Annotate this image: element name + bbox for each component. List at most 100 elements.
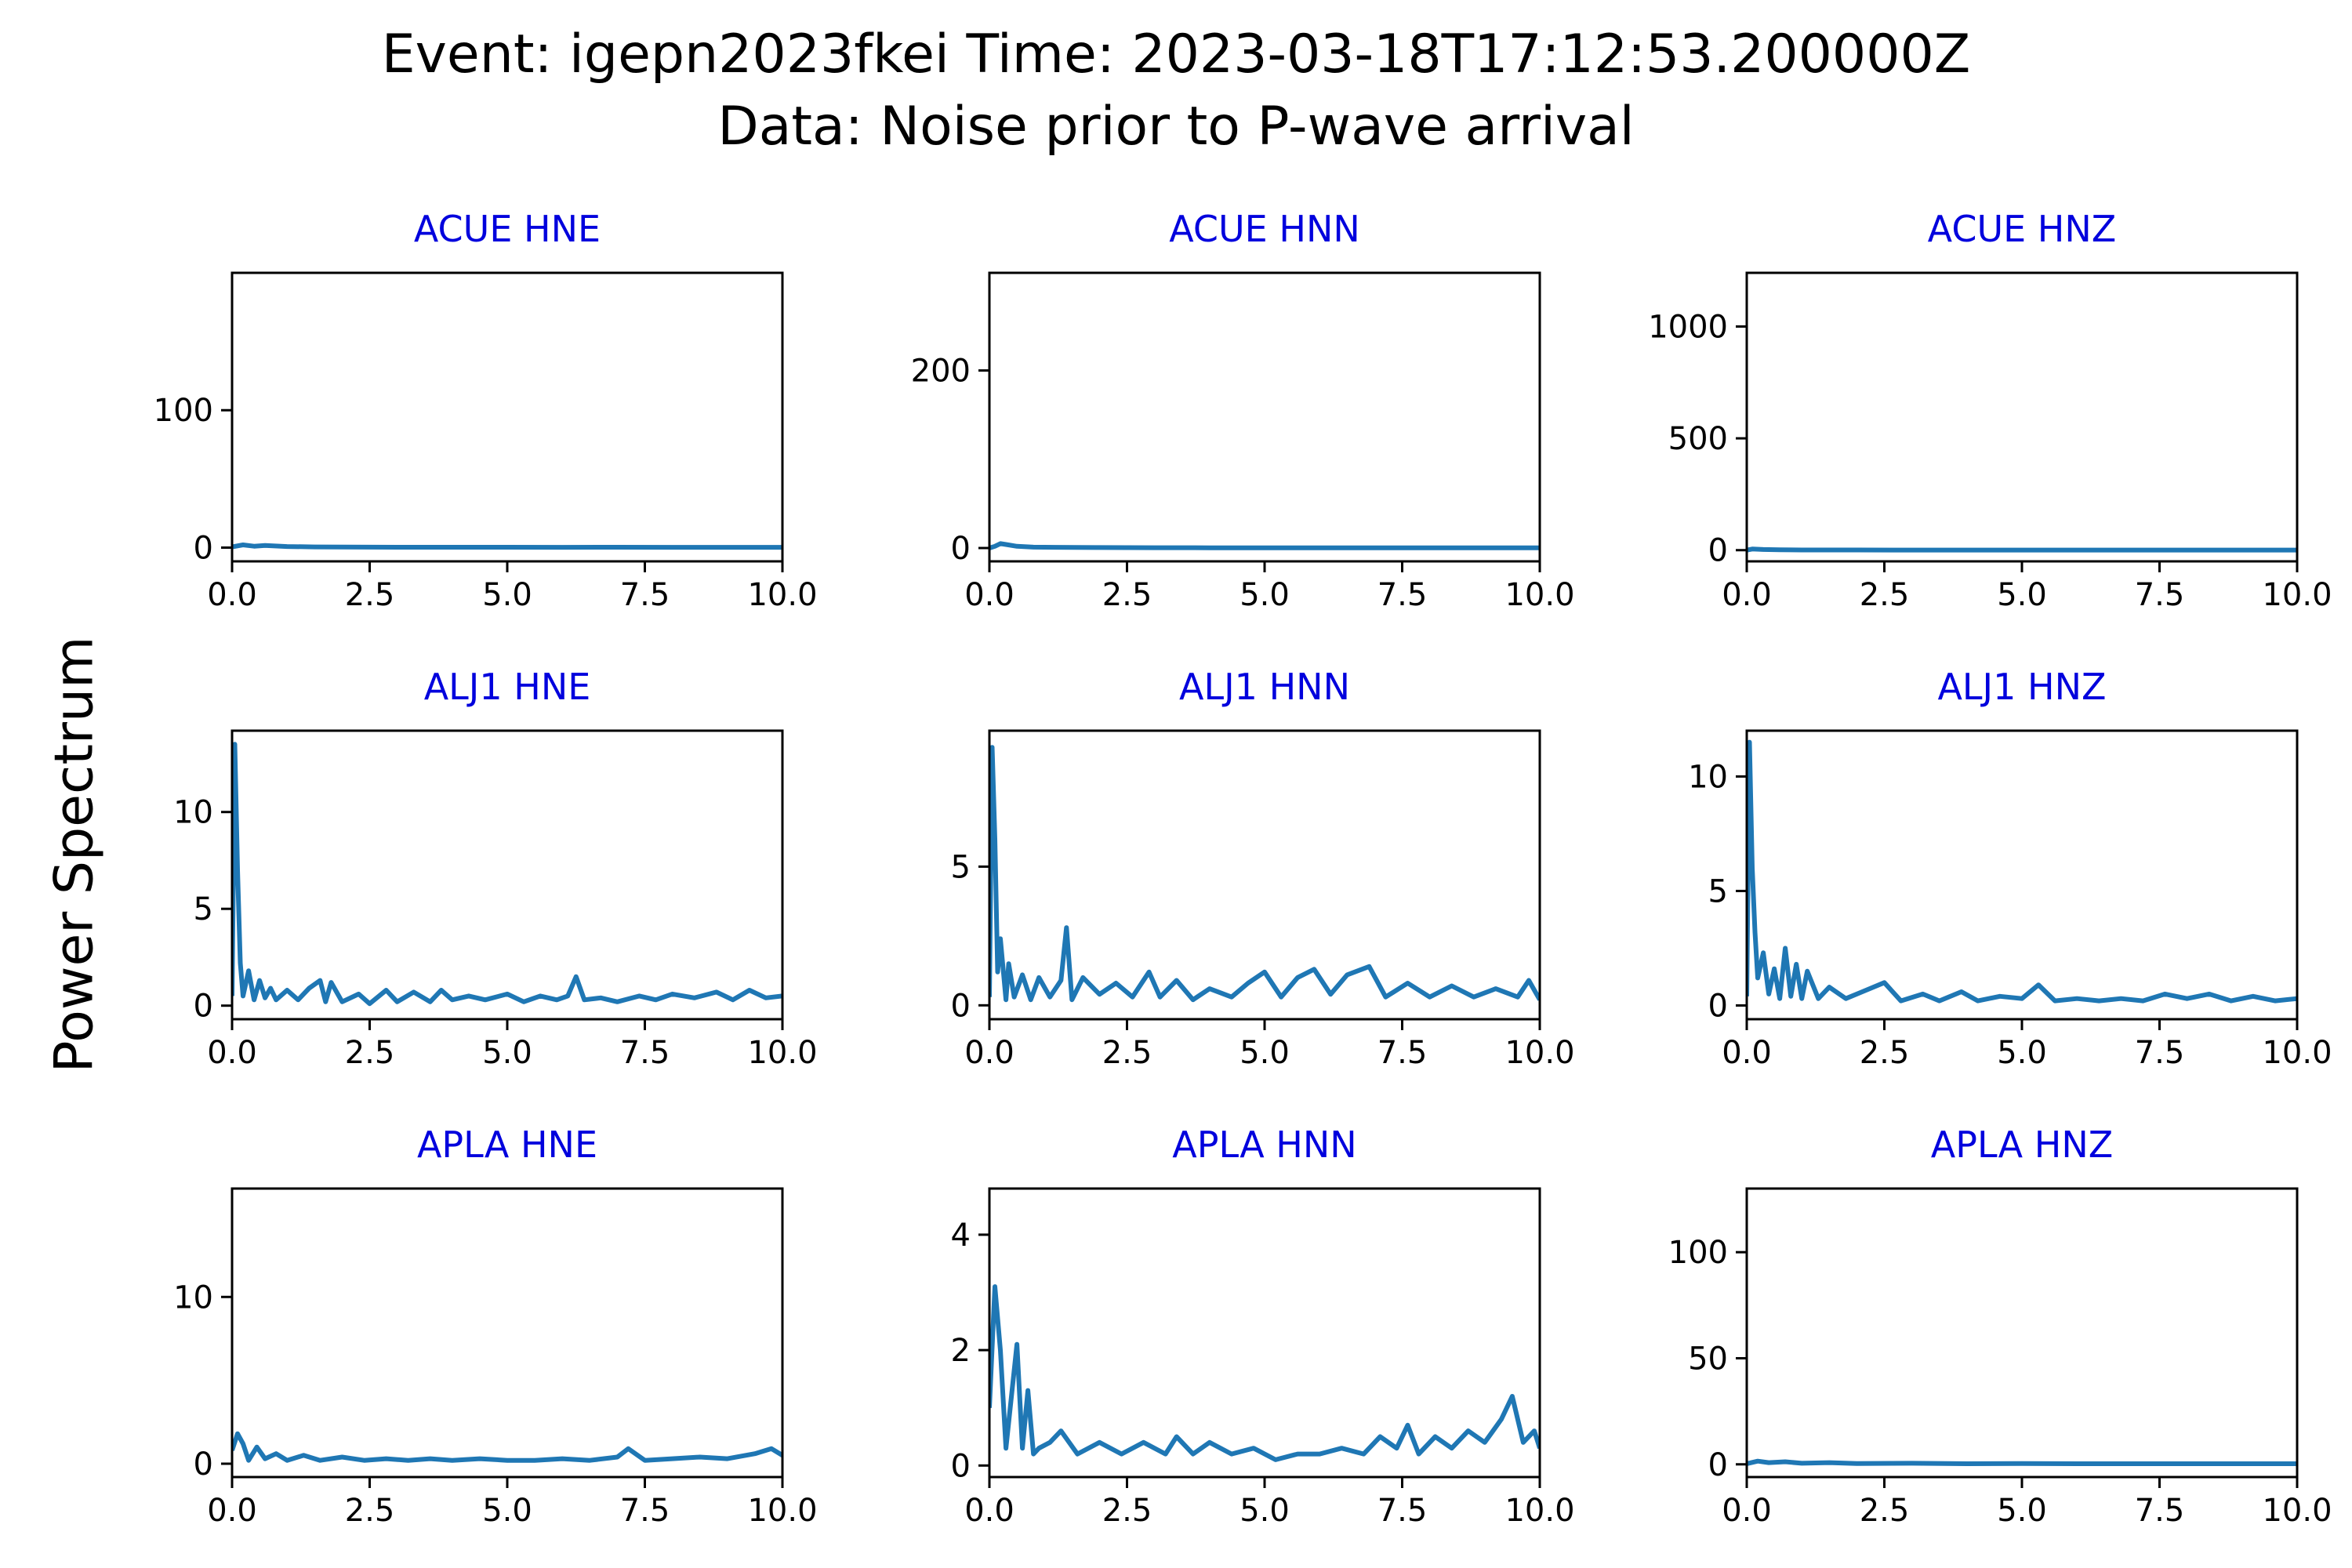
y-tick-label: 50: [1688, 1341, 1728, 1377]
axes-frame: [1745, 271, 2299, 563]
y-tick-label: 5: [194, 891, 213, 927]
x-tick-label: 7.5: [2135, 577, 2185, 613]
x-tick-label: 7.5: [2135, 1035, 2185, 1071]
x-tick-label: 10.0: [2262, 1035, 2332, 1071]
x-tick-label: 10.0: [1504, 577, 1574, 613]
x-tick-label: 0.0: [964, 1493, 1014, 1529]
subplot-title: ALJ1 HNZ: [1937, 666, 2106, 708]
y-tick-label: 500: [1668, 421, 1728, 457]
y-tick-label: 10: [1688, 759, 1728, 795]
series-line: [1747, 739, 2297, 1004]
subplot-title: ACUE HNZ: [1928, 208, 2117, 250]
x-tick-label: 0.0: [207, 577, 257, 613]
y-tick-label: 0: [1708, 1447, 1728, 1483]
x-tick-label: 2.5: [1102, 1035, 1152, 1071]
x-tick-label: 2.5: [345, 1035, 395, 1071]
series-line: [232, 1431, 782, 1463]
y-tick-label: 5: [951, 849, 971, 885]
x-tick-label: 7.5: [1377, 1493, 1428, 1529]
x-tick-label: 10.0: [747, 1493, 817, 1529]
x-tick-label: 5.0: [1240, 1493, 1290, 1529]
x-tick-label: 2.5: [1102, 1493, 1152, 1529]
x-tick-label: 5.0: [1997, 1493, 2047, 1529]
series-line: [989, 745, 1540, 1003]
x-tick-label: 7.5: [1377, 577, 1428, 613]
series-line: [989, 1284, 1540, 1462]
series-line: [232, 742, 782, 1007]
y-tick-label: 200: [911, 354, 971, 390]
x-tick-label: 2.5: [1102, 577, 1152, 613]
y-tick-label: 0: [951, 531, 971, 567]
y-tick-label: 4: [951, 1218, 971, 1254]
y-tick-label: 2: [951, 1333, 971, 1369]
x-tick-label: 5.0: [1240, 1035, 1290, 1071]
x-tick-label: 7.5: [2135, 1493, 2185, 1529]
axes-frame: [230, 1187, 784, 1479]
series-line: [989, 541, 1540, 550]
axes-frame: [230, 729, 784, 1021]
subplot: APLA HNN 0.0 2.5 5.0 7.5 10.0 0 2 4: [951, 1123, 1575, 1529]
y-tick-label: 0: [1708, 988, 1728, 1024]
x-tick-label: 5.0: [482, 1493, 532, 1529]
y-tick-label: 1000: [1648, 309, 1728, 345]
x-tick-label: 2.5: [1860, 1035, 1910, 1071]
axes-frame: [1745, 729, 2299, 1021]
axes-frame: [988, 271, 1541, 563]
x-tick-label: 5.0: [482, 577, 532, 613]
series-line: [232, 543, 782, 550]
y-tick-label: 100: [154, 393, 213, 429]
subplot-title: ALJ1 HNN: [1179, 666, 1350, 708]
x-tick-label: 0.0: [1722, 577, 1772, 613]
subplot-title: ACUE HNE: [414, 208, 601, 250]
x-tick-label: 0.0: [207, 1035, 257, 1071]
subplot: ALJ1 HNZ 0.0 2.5 5.0 7.5 10.0 0 5 10: [1688, 666, 2332, 1071]
y-tick-label: 0: [194, 1446, 213, 1483]
subplot-title: APLA HNN: [1172, 1123, 1356, 1166]
y-tick-label: 0: [194, 530, 213, 566]
subplot: ALJ1 HNN 0.0 2.5 5.0 7.5 10.0 0 5: [951, 666, 1575, 1071]
axes-frame: [988, 1187, 1541, 1479]
axes-frame: [230, 271, 784, 563]
y-tick-label: 100: [1668, 1235, 1728, 1271]
y-tick-label: 0: [1708, 533, 1728, 569]
subplot-title: APLA HNE: [417, 1123, 597, 1166]
x-tick-label: 0.0: [964, 1035, 1014, 1071]
subplot: ACUE HNZ 0.0 2.5 5.0 7.5 10.0 0 500 1000: [1648, 208, 2332, 613]
x-tick-label: 0.0: [1722, 1035, 1772, 1071]
y-tick-label: 10: [173, 795, 213, 831]
x-tick-label: 10.0: [1504, 1035, 1574, 1071]
x-tick-label: 5.0: [482, 1035, 532, 1071]
subplot: ACUE HNE 0.0 2.5 5.0 7.5 10.0 0 100: [154, 208, 818, 613]
x-tick-label: 2.5: [1860, 577, 1910, 613]
series-line: [1747, 546, 2297, 553]
x-tick-label: 5.0: [1240, 577, 1290, 613]
subplot: ALJ1 HNE 0.0 2.5 5.0 7.5 10.0 0 5 10: [173, 666, 817, 1071]
x-tick-label: 0.0: [964, 577, 1014, 613]
x-tick-label: 7.5: [620, 577, 670, 613]
subplot: ACUE HNN 0.0 2.5 5.0 7.5 10.0 0 200: [911, 208, 1575, 613]
axes-frame: [1745, 1187, 2299, 1479]
x-tick-label: 10.0: [747, 577, 817, 613]
figure-subtitle: Data: Noise prior to P-wave arrival: [717, 96, 1635, 158]
subplot-title: ACUE HNN: [1169, 208, 1360, 250]
x-tick-label: 7.5: [620, 1035, 670, 1071]
series-line: [1747, 1458, 2297, 1466]
x-tick-label: 7.5: [620, 1493, 670, 1529]
x-tick-label: 10.0: [2262, 1493, 2332, 1529]
y-tick-label: 0: [951, 988, 971, 1024]
x-tick-label: 2.5: [345, 577, 395, 613]
x-tick-label: 10.0: [2262, 577, 2332, 613]
x-tick-label: 2.5: [1860, 1493, 1910, 1529]
subplot-title: APLA HNZ: [1931, 1123, 2114, 1166]
x-tick-label: 5.0: [1997, 577, 2047, 613]
figure-title: Event: igepn2023fkei Time: 2023-03-18T17…: [381, 24, 1971, 85]
x-tick-label: 7.5: [1377, 1035, 1428, 1071]
x-tick-label: 10.0: [1504, 1493, 1574, 1529]
x-tick-label: 5.0: [1997, 1035, 2047, 1071]
subplot: APLA HNE 0.0 2.5 5.0 7.5 10.0 0 10: [173, 1123, 817, 1529]
subplot-title: ALJ1 HNE: [424, 666, 591, 708]
y-tick-label: 10: [173, 1279, 213, 1316]
x-tick-label: 0.0: [207, 1493, 257, 1529]
